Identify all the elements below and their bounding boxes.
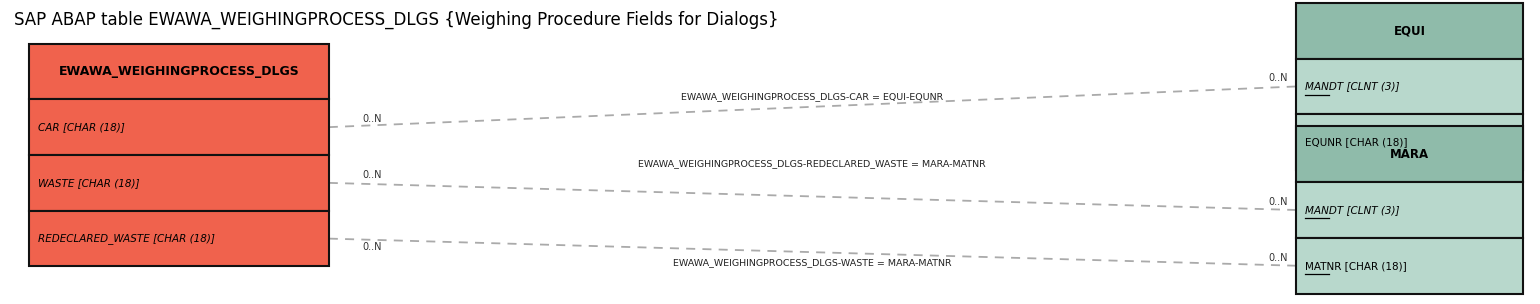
FancyBboxPatch shape bbox=[1295, 114, 1523, 170]
Text: EQUI: EQUI bbox=[1394, 24, 1426, 37]
Text: SAP ABAP table EWAWA_WEIGHINGPROCESS_DLGS {Weighing Procedure Fields for Dialogs: SAP ABAP table EWAWA_WEIGHINGPROCESS_DLG… bbox=[14, 10, 778, 29]
Text: 0..N: 0..N bbox=[362, 242, 382, 252]
FancyBboxPatch shape bbox=[1295, 59, 1523, 114]
Text: 0..N: 0..N bbox=[1269, 197, 1287, 207]
FancyBboxPatch shape bbox=[29, 99, 330, 155]
Text: EWAWA_WEIGHINGPROCESS_DLGS-REDECLARED_WASTE = MARA-MATNR: EWAWA_WEIGHINGPROCESS_DLGS-REDECLARED_WA… bbox=[639, 159, 986, 168]
Text: MANDT [CLNT (3)]: MANDT [CLNT (3)] bbox=[1304, 81, 1400, 92]
Text: EWAWA_WEIGHINGPROCESS_DLGS-WASTE = MARA-MATNR: EWAWA_WEIGHINGPROCESS_DLGS-WASTE = MARA-… bbox=[673, 258, 952, 267]
Text: 0..N: 0..N bbox=[1269, 253, 1287, 263]
FancyBboxPatch shape bbox=[1295, 3, 1523, 59]
Text: MARA: MARA bbox=[1391, 148, 1429, 161]
FancyBboxPatch shape bbox=[1295, 238, 1523, 294]
Text: 0..N: 0..N bbox=[362, 114, 382, 124]
FancyBboxPatch shape bbox=[29, 43, 330, 99]
Text: 0..N: 0..N bbox=[362, 170, 382, 180]
Text: MANDT [CLNT (3)]: MANDT [CLNT (3)] bbox=[1304, 205, 1400, 215]
Text: REDECLARED_WASTE [CHAR (18)]: REDECLARED_WASTE [CHAR (18)] bbox=[38, 233, 216, 244]
Text: EWAWA_WEIGHINGPROCESS_DLGS: EWAWA_WEIGHINGPROCESS_DLGS bbox=[59, 65, 299, 78]
Text: 0..N: 0..N bbox=[1269, 74, 1287, 84]
Text: WASTE [CHAR (18)]: WASTE [CHAR (18)] bbox=[38, 178, 140, 188]
FancyBboxPatch shape bbox=[1295, 126, 1523, 182]
FancyBboxPatch shape bbox=[29, 155, 330, 211]
FancyBboxPatch shape bbox=[1295, 182, 1523, 238]
Text: CAR [CHAR (18)]: CAR [CHAR (18)] bbox=[38, 122, 125, 132]
Text: MATNR [CHAR (18)]: MATNR [CHAR (18)] bbox=[1304, 261, 1406, 271]
FancyBboxPatch shape bbox=[29, 211, 330, 267]
Text: EWAWA_WEIGHINGPROCESS_DLGS-CAR = EQUI-EQUNR: EWAWA_WEIGHINGPROCESS_DLGS-CAR = EQUI-EQ… bbox=[681, 92, 944, 102]
Text: EQUNR [CHAR (18)]: EQUNR [CHAR (18)] bbox=[1304, 137, 1408, 147]
